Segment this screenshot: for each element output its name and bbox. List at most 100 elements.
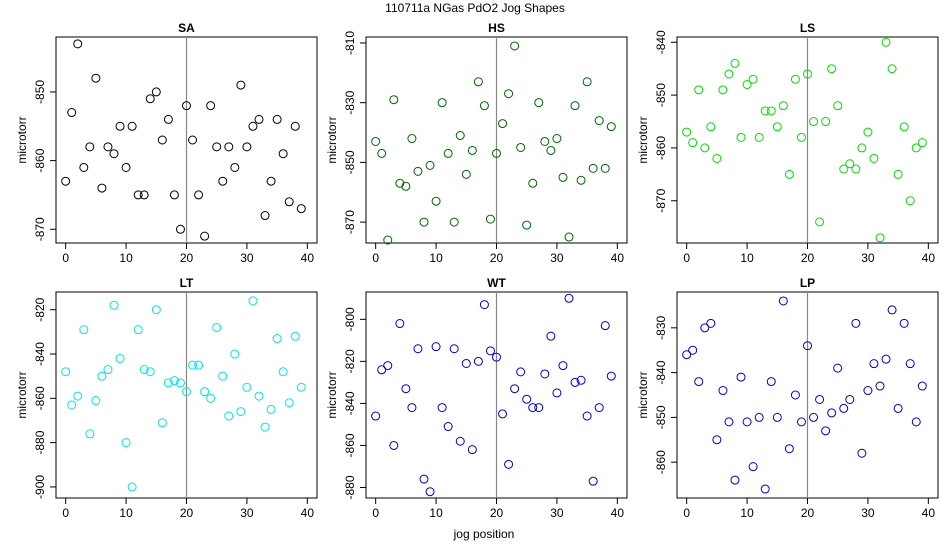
data-point <box>377 148 387 158</box>
y-tick-label: -860 <box>654 136 668 160</box>
data-point <box>449 217 459 227</box>
x-tick-label: 20 <box>801 506 815 520</box>
data-point <box>401 384 411 394</box>
data-point <box>576 175 586 185</box>
data-point <box>688 345 698 355</box>
data-point <box>278 367 288 377</box>
data-point <box>516 367 526 377</box>
data-point <box>839 164 849 174</box>
data-point <box>266 404 276 414</box>
data-point <box>833 363 843 373</box>
data-point <box>85 142 95 152</box>
x-tick-label: 20 <box>180 506 194 520</box>
x-tick-label: 0 <box>372 506 379 520</box>
y-tick-label: -820 <box>33 297 47 321</box>
data-point <box>905 359 915 369</box>
y-tick-label: -860 <box>33 148 47 172</box>
data-point <box>546 145 556 155</box>
data-point <box>139 190 149 200</box>
x-tick-label: 20 <box>180 251 194 265</box>
data-point <box>218 371 228 381</box>
data-point <box>510 41 520 51</box>
data-point <box>893 169 903 179</box>
data-point <box>97 371 107 381</box>
panels: SA 0 10 20 30 40 -850 -860 -870 microtorr HS 0 10 20 3… <box>15 21 939 520</box>
data-point <box>419 217 429 227</box>
data-point <box>558 361 568 371</box>
data-point <box>79 325 89 335</box>
y-tick-label: -880 <box>33 430 47 454</box>
data-point <box>455 436 465 446</box>
data-point <box>67 108 77 118</box>
data-point <box>485 214 495 224</box>
data-point <box>431 342 441 352</box>
data-point <box>875 381 885 391</box>
data-point <box>803 341 812 351</box>
data-point <box>413 344 423 354</box>
data-point <box>736 132 746 142</box>
data-point <box>248 121 258 131</box>
x-tick-label: 30 <box>550 251 564 265</box>
data-point <box>796 132 806 142</box>
data-point <box>194 360 204 370</box>
data-point <box>61 367 71 377</box>
data-point <box>766 377 776 387</box>
data-point <box>224 411 234 421</box>
x-tick-label: 20 <box>490 506 504 520</box>
data-point <box>492 148 501 158</box>
data-point <box>857 448 867 458</box>
data-point <box>188 360 198 370</box>
data-point <box>200 387 210 397</box>
data-point <box>200 231 210 241</box>
data-point <box>576 375 586 385</box>
y-tick-label: -850 <box>343 150 357 174</box>
data-point <box>91 73 101 83</box>
data-point <box>594 403 604 413</box>
panel-lp: LP 0 10 20 30 40 -830 -840 -850 -860 microtorr <box>636 276 939 520</box>
data-point <box>455 131 465 141</box>
data-point <box>194 190 204 200</box>
data-point <box>706 318 716 328</box>
data-point <box>461 169 471 179</box>
data-point <box>570 377 580 387</box>
data-point <box>377 365 387 375</box>
data-point <box>290 331 300 341</box>
data-point <box>754 132 764 142</box>
data-point <box>606 122 616 132</box>
x-tick-label: 40 <box>922 251 936 265</box>
data-point <box>827 408 837 418</box>
data-point <box>284 197 294 207</box>
y-axis-label: microtorr <box>325 371 339 418</box>
x-tick-label: 10 <box>740 251 754 265</box>
x-tick-label: 0 <box>62 251 69 265</box>
data-point <box>694 85 704 95</box>
data-point <box>383 361 393 371</box>
data-point <box>564 232 574 242</box>
data-point <box>851 164 861 174</box>
data-point <box>236 407 246 417</box>
data-point <box>139 365 149 375</box>
data-point <box>449 344 459 354</box>
data-point <box>540 136 550 146</box>
data-point <box>528 403 538 413</box>
data-point <box>796 417 806 427</box>
y-tick-label: -850 <box>654 405 668 429</box>
data-point <box>145 94 155 104</box>
data-point <box>437 98 447 108</box>
data-point <box>552 388 562 398</box>
data-point <box>600 321 610 331</box>
data-point <box>407 134 417 144</box>
data-point <box>510 384 520 394</box>
data-point <box>188 135 198 145</box>
data-point <box>371 136 381 146</box>
data-point <box>534 98 544 108</box>
data-point <box>157 135 167 145</box>
data-point <box>772 412 782 422</box>
data-point <box>395 319 405 329</box>
x-tick-label: 30 <box>240 251 254 265</box>
data-point <box>803 69 812 79</box>
data-point <box>230 162 240 172</box>
data-point <box>121 162 131 172</box>
data-point <box>175 224 185 234</box>
